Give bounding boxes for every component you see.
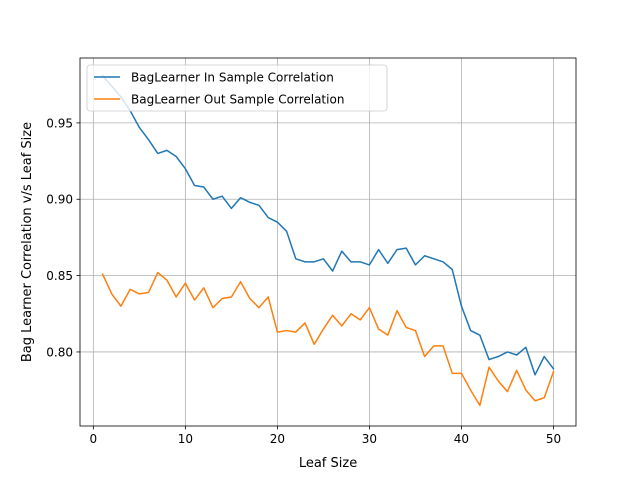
y-axis-label: Bag Learner Correlation v/s Leaf Size — [20, 122, 35, 362]
x-tick-label: 30 — [362, 432, 377, 446]
plot-frame — [79, 57, 577, 427]
y-tick-label: 0.95 — [46, 116, 73, 130]
legend-box — [86, 64, 388, 112]
x-tick-label: 50 — [546, 432, 561, 446]
x-tick-label: 10 — [178, 432, 193, 446]
series-lines — [101, 74, 555, 407]
legend-label-2: BagLearner Out Sample Correlation — [131, 93, 344, 107]
x-tick-label: 0 — [90, 432, 98, 446]
y-tick-label: 0.85 — [46, 269, 73, 283]
grid — [80, 58, 576, 426]
x-tick-label: 40 — [454, 432, 469, 446]
y-tick-label: 0.90 — [46, 193, 73, 207]
legend: BagLearner In Sample Correlation BagLearn… — [86, 64, 388, 112]
series-line-2 — [101, 271, 555, 407]
series-line-1 — [101, 74, 555, 376]
x-axis-label: Leaf Size — [299, 456, 357, 471]
axis-ticks: 0 10 20 30 40 50 0.80 0.85 0.90 0.95 — [46, 116, 561, 446]
y-tick-label: 0.80 — [46, 345, 73, 359]
x-tick-label: 20 — [270, 432, 285, 446]
legend-label-1: BagLearner In Sample Correlation — [131, 71, 334, 85]
